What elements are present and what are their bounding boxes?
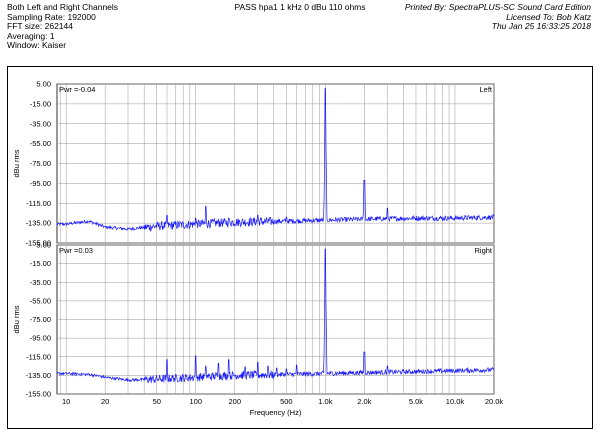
y-tick-label: -35.00	[30, 119, 51, 128]
power-label: Pwr =0.03	[59, 246, 93, 255]
header-window: Window: Kaiser	[7, 40, 67, 50]
y-tick-label: -55.00	[30, 139, 51, 148]
y-tick-label: -155.00	[26, 390, 51, 399]
y-tick-label: -75.00	[30, 315, 51, 324]
channel-label: Right	[474, 246, 492, 255]
x-tick-label: 2.0k	[357, 397, 371, 406]
licensed-to: Licensed To: Bob Katz	[506, 11, 591, 22]
y-tick-label: -55.00	[30, 296, 51, 305]
print-date: Thu Jan 25 16:33:25 2018	[491, 21, 591, 31]
y-tick-label: -155.00	[26, 239, 51, 248]
y-tick-label: 5.00	[36, 80, 51, 89]
x-tick-label: 100	[190, 397, 203, 406]
header-info-left: Both Left and Right Channels Sampling Ra…	[7, 2, 119, 51]
spectrum-trace-left	[56, 88, 495, 233]
y-tick-label: -15.00	[30, 99, 51, 108]
y-tick-label: -135.00	[26, 219, 51, 228]
header-sampling-rate: Sampling Rate: 192000	[7, 11, 96, 22]
header-info-right: Printed By: SpectraPLUS-SC Sound Card Ed…	[404, 2, 591, 32]
header-channels: Both Left and Right Channels	[7, 2, 119, 12]
y-tick-label: -95.00	[30, 334, 51, 343]
y-tick-label: -35.00	[30, 278, 51, 287]
channel-label: Left	[479, 85, 492, 94]
x-tick-label: 50	[153, 397, 161, 406]
y-tick-label: -75.00	[30, 159, 51, 168]
y-tick-label: -115.00	[26, 199, 51, 208]
x-tick-label: 10	[62, 397, 70, 406]
spectrum-trace-right	[56, 248, 495, 384]
printed-by: Printed By: SpectraPLUS-SC Sound Card Ed…	[404, 2, 591, 12]
measurement-title: PASS hpa1 1 kHz 0 dBu 110 ohms	[234, 2, 366, 12]
header-title: PASS hpa1 1 kHz 0 dBu 110 ohms	[0, 2, 600, 13]
x-tick-label: 20	[101, 397, 109, 406]
y-axis-label: dBu rms	[12, 305, 21, 333]
header-fft-size: FFT size: 262144	[7, 21, 73, 31]
x-tick-label: 10.0k	[446, 397, 465, 406]
y-tick-label: -15.00	[30, 259, 51, 268]
y-tick-label: -115.00	[26, 352, 51, 361]
y-tick-label: -135.00	[26, 371, 51, 380]
x-tick-label: 5.0k	[409, 397, 423, 406]
header-averaging: Averaging: 1	[7, 30, 55, 41]
x-tick-label: 20.0k	[485, 397, 504, 406]
y-tick-label: -95.00	[30, 179, 51, 188]
x-axis-label: Frequency (Hz)	[250, 408, 302, 417]
x-tick-label: 500	[280, 397, 293, 406]
chart-frame	[7, 66, 593, 429]
y-axis-label: dBu rms	[12, 149, 21, 177]
power-label: Pwr =-0.04	[59, 85, 95, 94]
x-tick-label: 1.0k	[318, 397, 332, 406]
y-tick-label: 5.00	[36, 241, 51, 250]
x-tick-label: 200	[229, 397, 242, 406]
